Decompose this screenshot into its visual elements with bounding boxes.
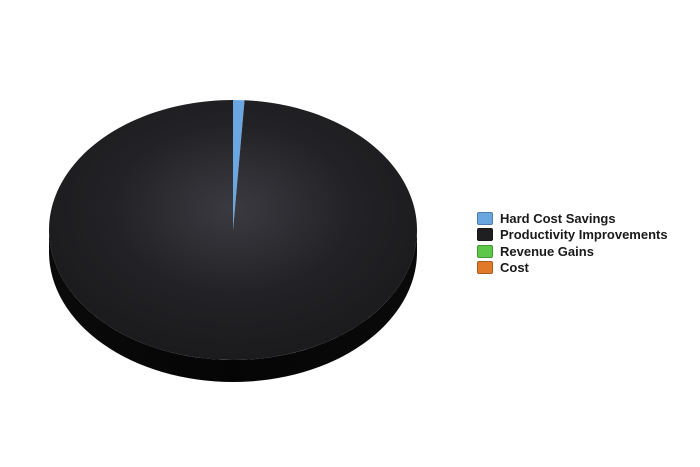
legend-swatch-revenue-gains (477, 244, 493, 258)
legend-item-cost: Cost (477, 260, 668, 277)
legend-label-productivity-improvements: Productivity Improvements (500, 227, 668, 243)
legend-item-hard-cost-savings: Hard Cost Savings (477, 210, 668, 227)
legend-swatch-productivity-improvements (477, 228, 493, 242)
legend-swatch-hard-cost-savings (477, 211, 493, 225)
legend-item-productivity-improvements: Productivity Improvements (477, 227, 668, 244)
legend-label-hard-cost-savings: Hard Cost Savings (500, 210, 616, 226)
legend-swatch-cost (477, 261, 493, 275)
legend-label-revenue-gains: Revenue Gains (500, 243, 594, 259)
pie-slice-productivity-improvements (48, 100, 417, 361)
pie-slice-hard-cost-savings (233, 100, 245, 230)
legend-item-revenue-gains: Revenue Gains (477, 243, 668, 260)
pie-slices (48, 100, 417, 361)
legend: Hard Cost Savings Productivity Improvemen… (477, 210, 668, 276)
pie-side-wall (49, 230, 417, 382)
legend-label-cost: Cost (500, 260, 529, 276)
